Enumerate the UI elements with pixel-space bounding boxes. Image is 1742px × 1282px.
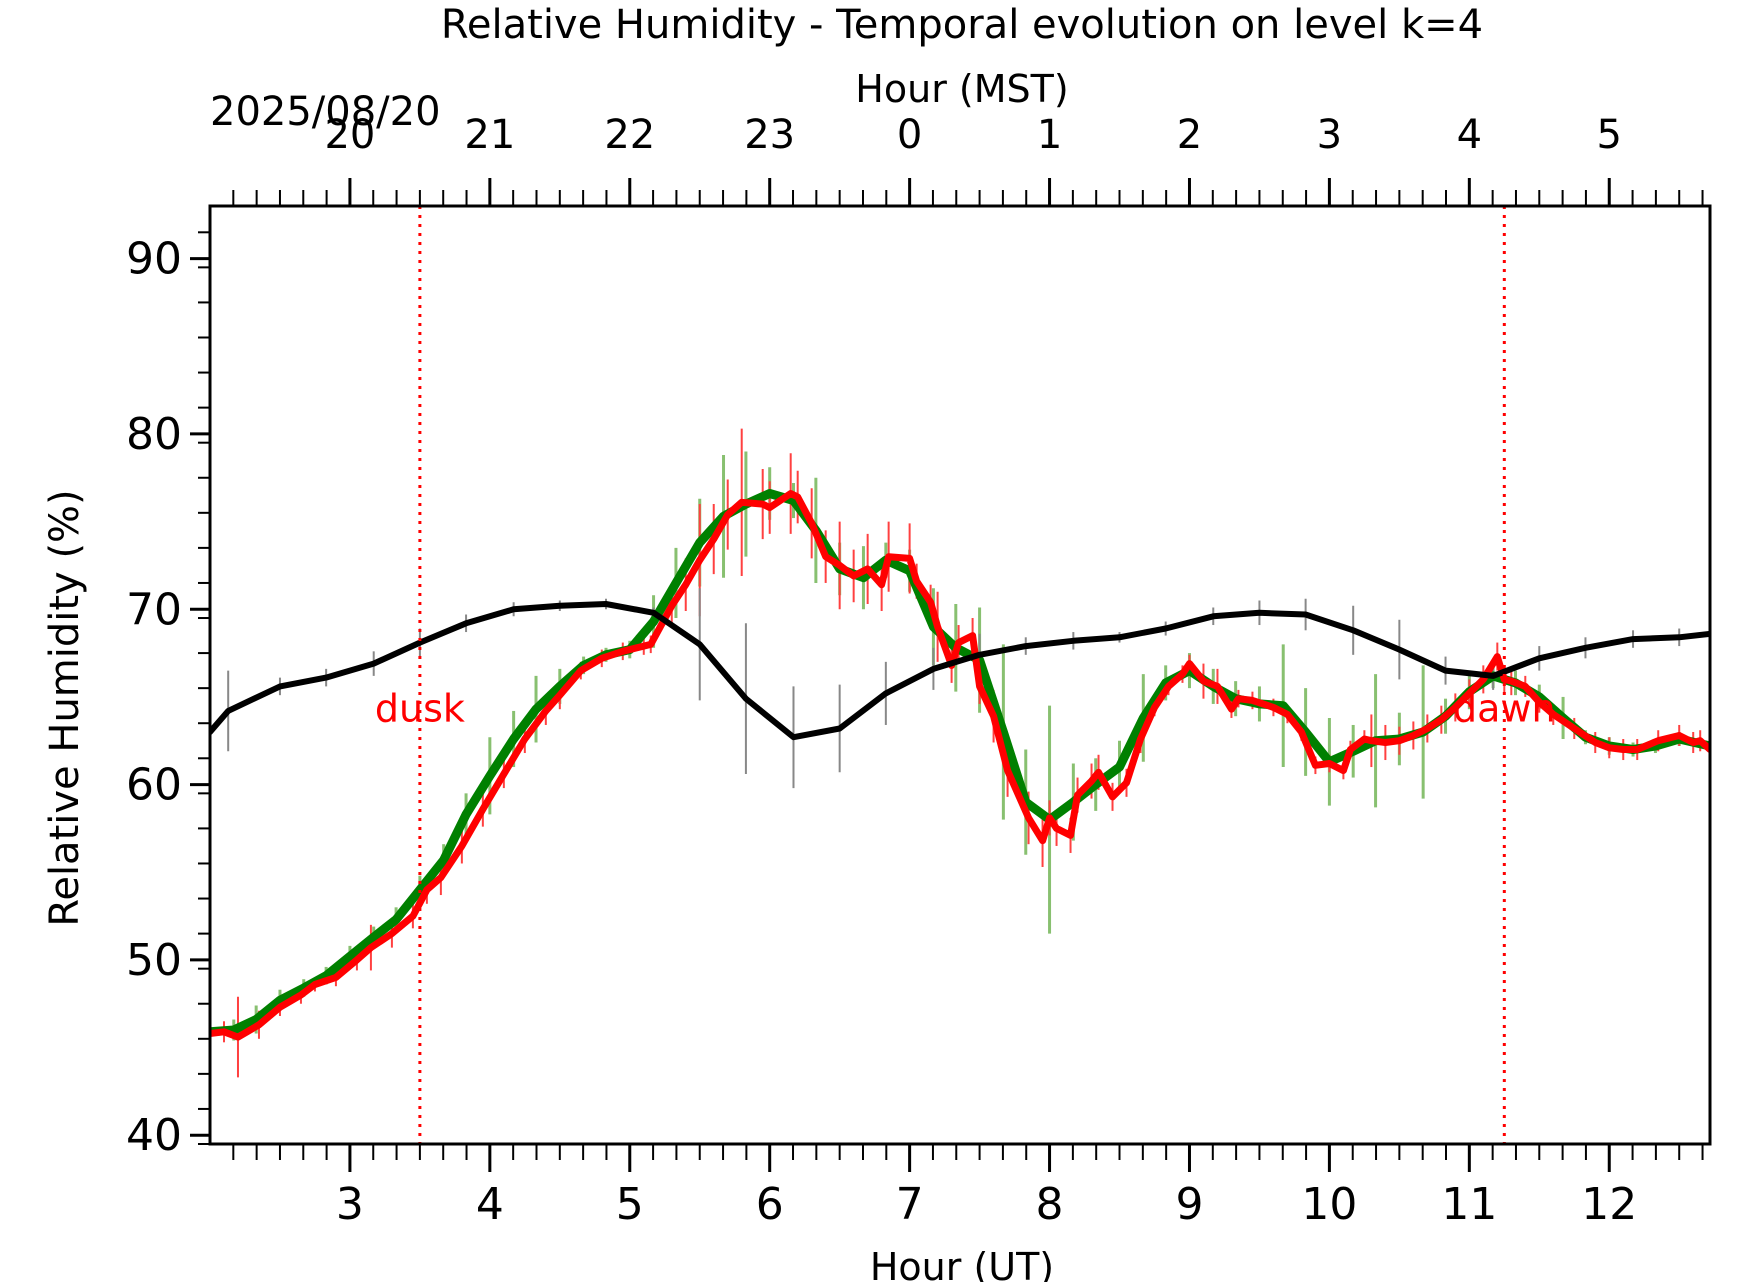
x2-tick-label: 21 [464,112,515,158]
x-tick-label: 11 [1441,1179,1497,1230]
date-label: 2025/08/20 [210,89,441,135]
x2-tick-label: 1 [1037,112,1062,158]
x-tick-label: 8 [1036,1179,1064,1230]
x-tick-label: 12 [1581,1179,1637,1230]
chart-title: Relative Humidity - Temporal evolution o… [441,2,1483,48]
x2-tick-label: 4 [1457,112,1482,158]
x2-tick-label: 23 [744,112,795,158]
x2-tick-label: 2 [1177,112,1202,158]
x-tick-label: 3 [336,1179,364,1230]
y-axis-label: Relative Humidity (%) [42,489,88,926]
x-axis-label: Hour (UT) [870,1245,1054,1282]
y-tick-label: 60 [126,760,182,811]
plot-frame [208,204,1712,1146]
x2-tick-label: 20 [324,112,375,158]
y-tick-label: 40 [126,1110,182,1161]
x-tick-label: 9 [1175,1179,1203,1230]
series-line-red [210,490,1710,1041]
series-line-black [210,601,1710,741]
x-tick-label: 10 [1301,1179,1357,1230]
y-tick-label: 90 [126,234,182,285]
x2-tick-label: 0 [897,112,922,158]
x-tick-label: 4 [476,1179,504,1230]
marker-label-dawn: dawn [1453,686,1556,730]
x2-tick-label: 5 [1597,112,1622,158]
x-tick-label: 7 [896,1179,924,1230]
x2-tick-label: 3 [1317,112,1342,158]
series-line-green [210,489,1710,1037]
y-tick-label: 70 [126,584,182,635]
y-tick-label: 50 [126,935,182,986]
x2-axis-label: Hour (MST) [855,67,1068,111]
x2-tick-label: 22 [604,112,655,158]
plot-inner [210,206,1710,1144]
marker-label-dusk: dusk [375,686,465,730]
x-tick-label: 6 [756,1179,784,1230]
y-tick-label: 80 [126,409,182,460]
x-tick-label: 5 [616,1179,644,1230]
